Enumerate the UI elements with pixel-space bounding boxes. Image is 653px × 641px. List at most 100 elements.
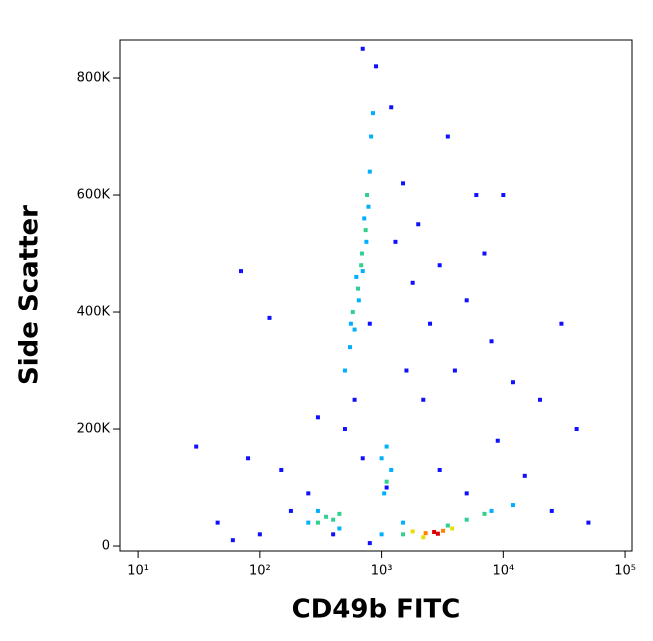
plot-frame: [119, 39, 633, 552]
point: [352, 327, 357, 332]
point: [423, 531, 428, 536]
x-axis-title: CD49b FITC: [292, 595, 461, 625]
point: [370, 111, 375, 116]
point: [389, 105, 394, 110]
point: [401, 181, 406, 186]
point: [410, 280, 415, 285]
point: [559, 321, 564, 326]
point: [347, 345, 352, 350]
point: [435, 531, 440, 536]
point: [421, 535, 426, 540]
point: [401, 520, 406, 525]
x-tick-label: 10²: [249, 564, 271, 579]
point: [315, 520, 320, 525]
point: [482, 511, 487, 516]
y-axis-title: Side Scatter: [15, 205, 45, 385]
point: [267, 315, 272, 320]
point: [366, 204, 371, 209]
point: [359, 263, 364, 268]
point: [331, 532, 336, 537]
point: [464, 517, 469, 522]
point: [416, 222, 421, 227]
point: [352, 397, 357, 402]
point: [432, 529, 437, 534]
point: [348, 321, 353, 326]
point: [360, 46, 365, 51]
point: [510, 380, 515, 385]
y-tick-label: 800K: [77, 71, 111, 86]
point: [365, 193, 370, 198]
point: [215, 520, 220, 525]
point: [384, 485, 389, 490]
point: [445, 134, 450, 139]
point: [367, 541, 372, 546]
point: [452, 368, 457, 373]
point: [441, 528, 446, 533]
point: [367, 169, 372, 174]
point: [257, 532, 262, 537]
point: [489, 508, 494, 513]
point: [374, 64, 379, 69]
point: [238, 269, 243, 274]
point: [379, 456, 384, 461]
point: [401, 532, 406, 537]
point: [510, 503, 515, 508]
point: [362, 216, 367, 221]
point: [324, 514, 329, 519]
point: [501, 193, 506, 198]
point: [350, 310, 355, 315]
point: [464, 491, 469, 496]
point: [586, 520, 591, 525]
point: [382, 491, 387, 496]
y-tick-label: 600K: [77, 188, 111, 203]
point: [337, 526, 342, 531]
point: [230, 538, 235, 543]
point: [384, 479, 389, 484]
point: [364, 239, 369, 244]
point: [279, 467, 284, 472]
point: [404, 368, 409, 373]
point: [331, 517, 336, 522]
point: [384, 444, 389, 449]
point: [342, 427, 347, 432]
point: [315, 508, 320, 513]
point: [421, 397, 426, 402]
point: [445, 523, 450, 528]
point: [342, 368, 347, 373]
point: [379, 532, 384, 537]
point: [474, 193, 479, 198]
point: [355, 286, 360, 291]
point: [306, 520, 311, 525]
y-tick-label: 200K: [77, 422, 111, 437]
point: [428, 321, 433, 326]
point: [574, 427, 579, 432]
point: [389, 467, 394, 472]
point: [288, 508, 293, 513]
x-tick-label: 10³: [371, 564, 393, 579]
x-tick-label: 10⁵: [614, 564, 636, 579]
point: [482, 251, 487, 256]
point: [437, 467, 442, 472]
point: [369, 134, 374, 139]
point: [356, 298, 361, 303]
x-tick-label: 10¹: [127, 564, 149, 579]
point: [495, 438, 500, 443]
point: [315, 415, 320, 420]
point: [489, 339, 494, 344]
point: [306, 491, 311, 496]
point: [537, 397, 542, 402]
point: [337, 511, 342, 516]
point: [246, 456, 251, 461]
point: [410, 529, 415, 534]
point: [464, 298, 469, 303]
x-tick-label: 10⁴: [492, 564, 514, 579]
point: [359, 251, 364, 256]
point: [360, 269, 365, 274]
y-tick-label: 400K: [77, 305, 111, 320]
point: [522, 473, 527, 478]
point: [360, 456, 365, 461]
point: [194, 444, 199, 449]
point: [363, 228, 368, 233]
